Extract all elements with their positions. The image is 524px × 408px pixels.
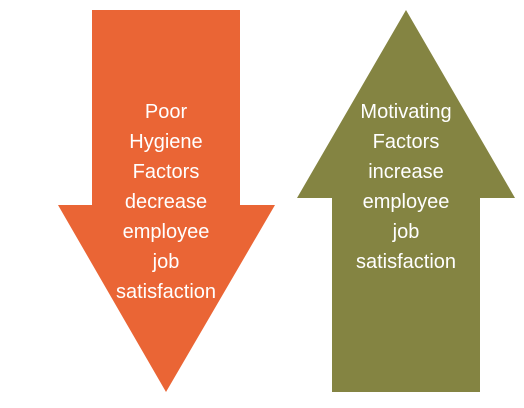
up-arrow: [297, 10, 515, 392]
down-arrow-label: Poor Hygiene Factors decrease employee j…: [115, 101, 217, 303]
down-arrow: [58, 10, 275, 392]
up-arrow-label: Motivating Factors increase employee job…: [355, 101, 457, 273]
